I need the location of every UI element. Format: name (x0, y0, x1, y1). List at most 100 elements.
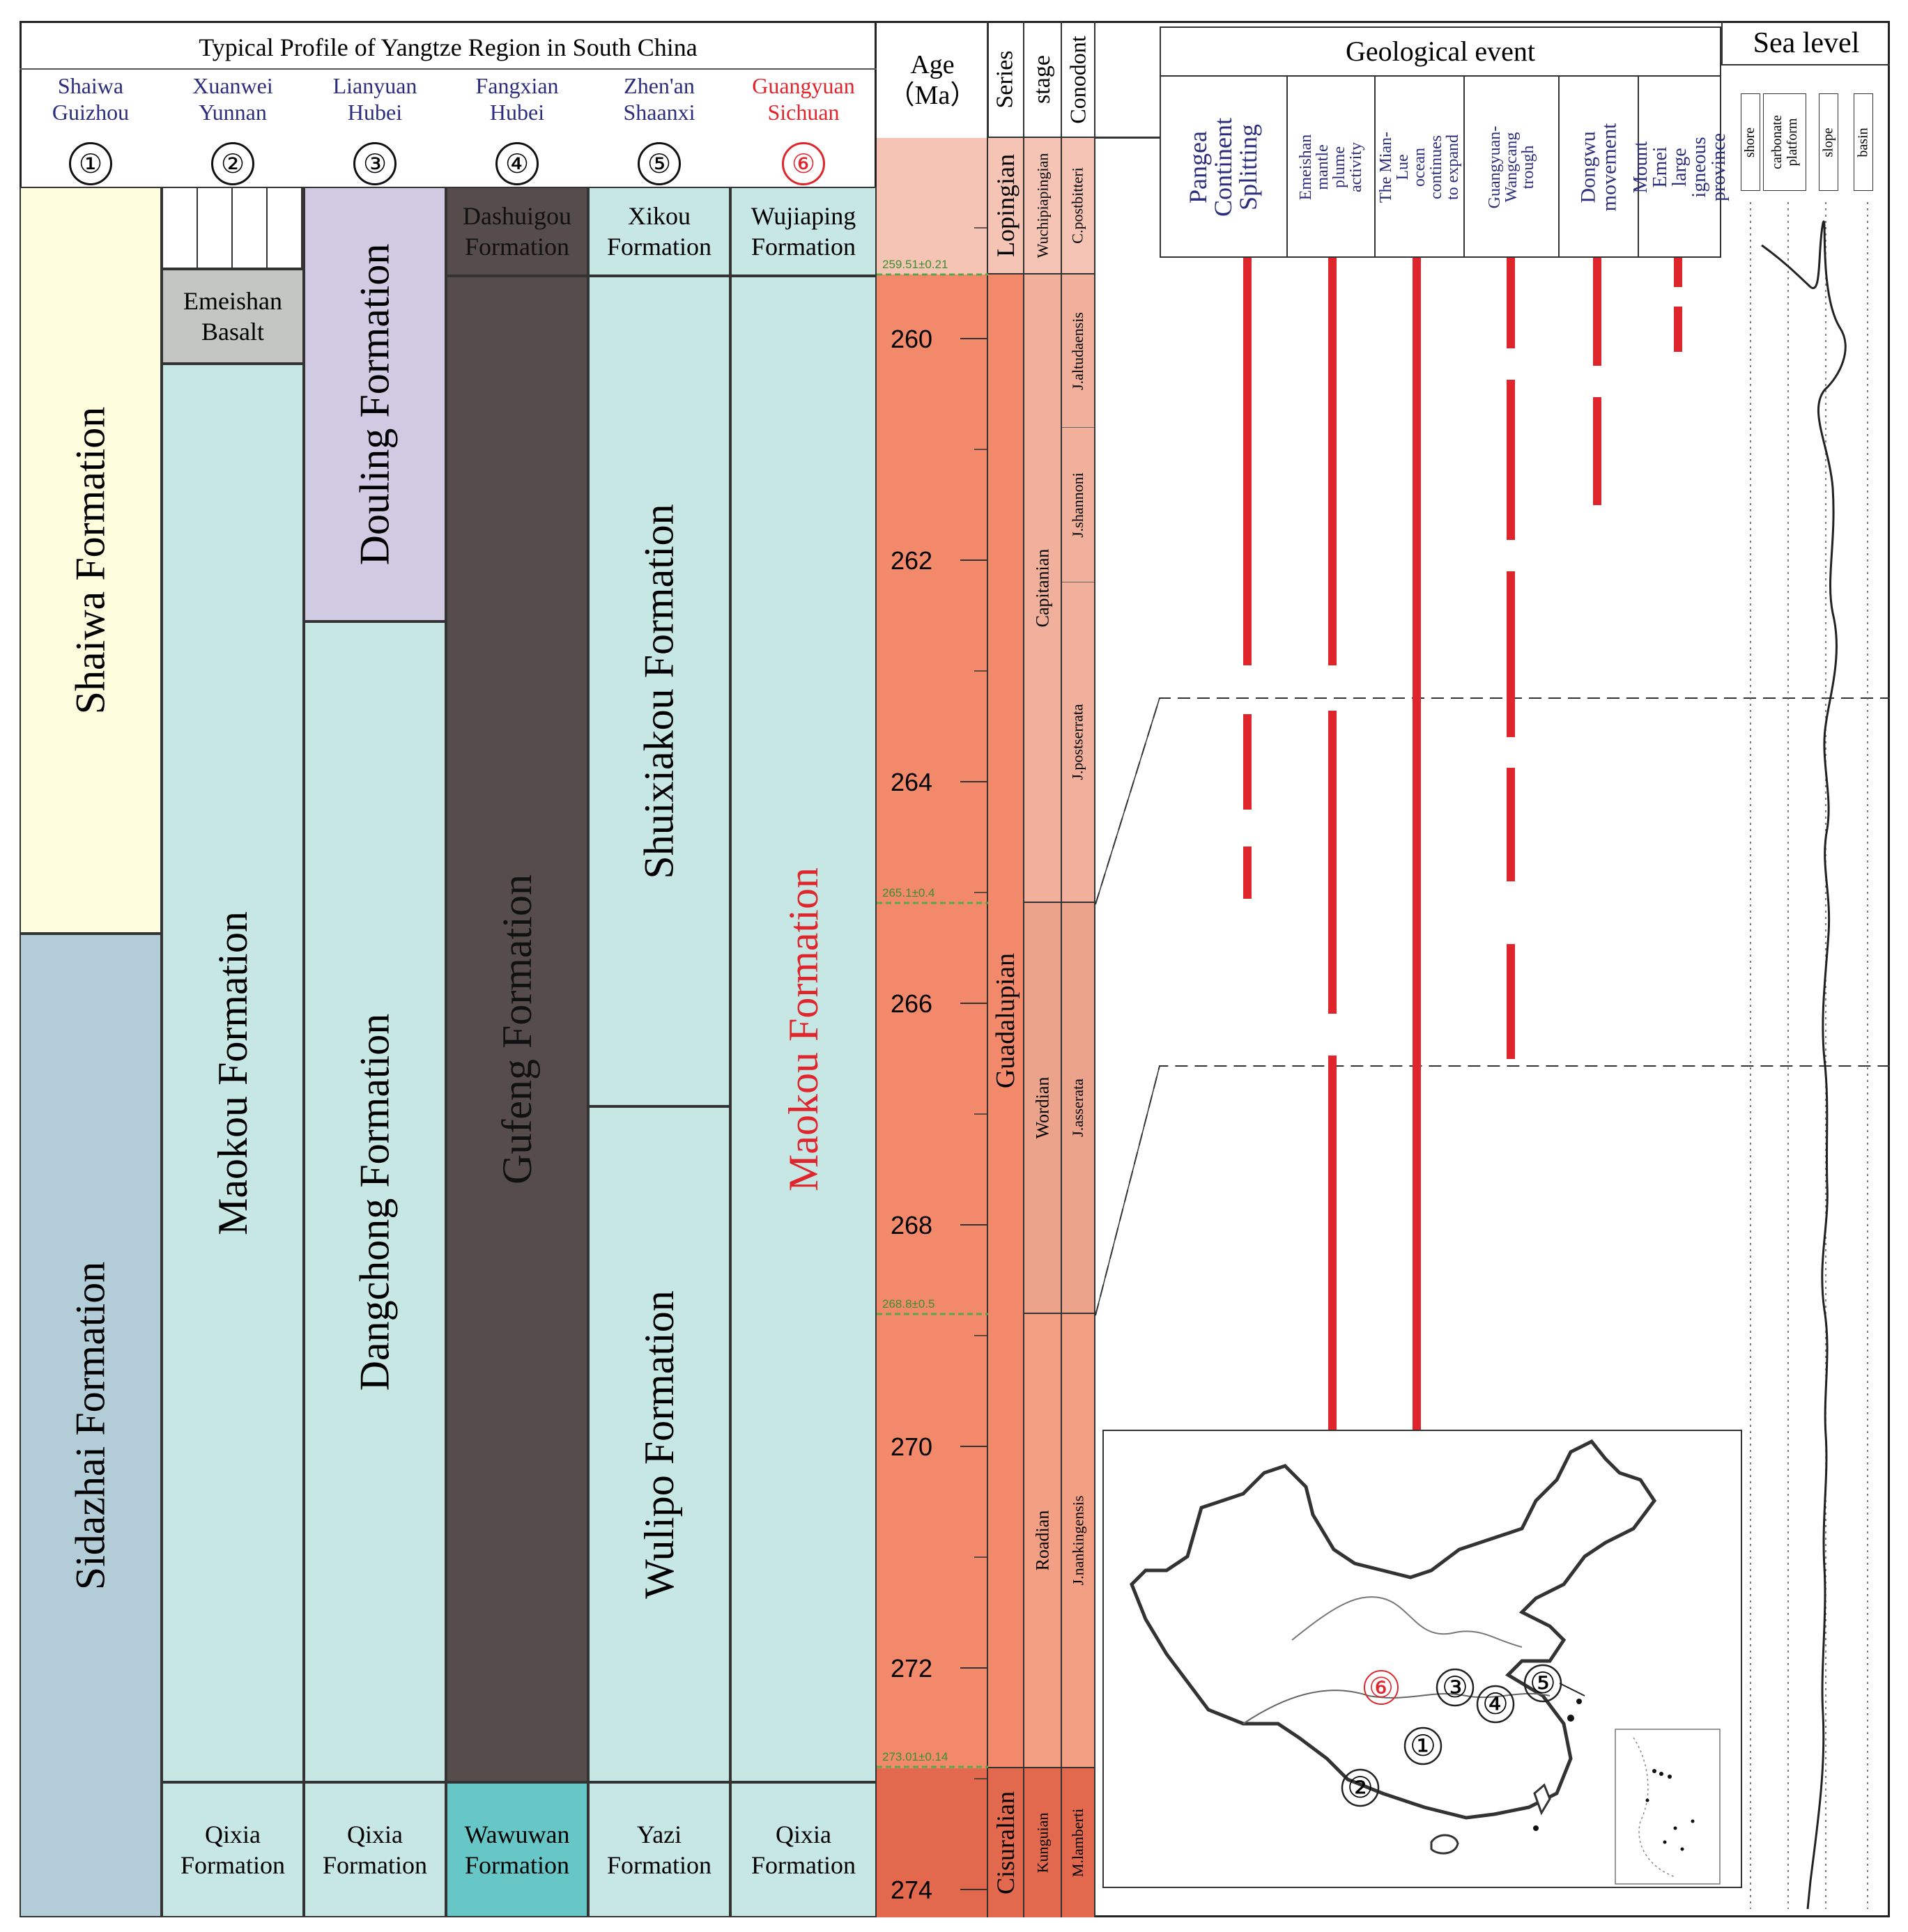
conodont-zone-4: J.postserrata (1062, 582, 1094, 903)
tick-marks (960, 338, 988, 1890)
corr-solid-1 (1095, 697, 1160, 905)
map-marker-4-ring (1476, 1685, 1515, 1724)
sea-level-header-box (1721, 21, 1890, 65)
chrono-divider-3 (1094, 21, 1095, 1917)
dated-boundary-1: 259.51±0.21 (882, 258, 948, 271)
sea-level-curve (1761, 220, 1847, 1910)
col-number-3: ③ (304, 139, 446, 188)
loc-guangyuan: Guangyuan Sichuan (752, 73, 855, 125)
dated-boundary-4: 273.01±0.14 (882, 1750, 948, 1763)
loc-lianyuan: Lianyuan Hubei (332, 73, 417, 125)
loc-fangxian: Fangxian Hubei (475, 73, 559, 125)
age-ticks (877, 227, 988, 1890)
boundary-dashes (877, 273, 988, 1768)
sea-label-shore: shore (1741, 93, 1760, 191)
formation-maokou-6: Maokou Formation (730, 276, 877, 1782)
south-sea-inset (1615, 1729, 1721, 1885)
map-marker-3-ring (1436, 1668, 1475, 1707)
age-tick-264: 264 (891, 768, 933, 796)
formation-wulipo: Wulipo Formation (588, 1106, 730, 1782)
age-band-upper (877, 138, 988, 275)
conodont-zone-3: J.shannoni (1062, 428, 1094, 582)
corr-solid-2 (1095, 1065, 1160, 1316)
formation-qixia-6: Qixia Formation (730, 1782, 877, 1917)
event-col-divider-5 (1638, 77, 1639, 258)
conodont-zone-2: J.altudaensis (1062, 275, 1094, 428)
col-number-4: ④ (446, 139, 588, 188)
south-sea-islands (1645, 1769, 1695, 1851)
age-tick-270: 270 (891, 1432, 933, 1461)
formation-gufeng: Gufeng Formation (446, 276, 588, 1782)
age-tick-260: 260 (891, 325, 933, 353)
china-outline (1130, 1439, 1657, 1820)
col-number-1: ① (20, 139, 162, 188)
loc-shaiwa: Shaiwa Guizhou (52, 73, 130, 125)
conodont-zone-1: C.postbitteri (1062, 138, 1094, 275)
map-marker-2-ring (1341, 1768, 1380, 1807)
formation-douling: Douling Formation (304, 187, 446, 621)
hainan-island (1430, 1834, 1459, 1855)
map-marker-1: ① (1410, 1731, 1436, 1763)
age-tick-272: 272 (891, 1654, 933, 1683)
age-band-lower (877, 1768, 988, 1917)
sea-label-carbonate: carbonate platform (1763, 93, 1806, 191)
map-marker-1-ring (1403, 1726, 1442, 1765)
map-marker-6: ⑥ (1369, 1671, 1394, 1703)
col-number-5: ⑤ (588, 139, 730, 188)
chrono-divider-1 (1023, 21, 1024, 1917)
age-header: Age （Ma） (888, 50, 977, 110)
stage-roadian: Roadian (1024, 1314, 1061, 1768)
taiwan-island (1533, 1783, 1551, 1816)
china-map-outline (1130, 1439, 1721, 1885)
age-header-frame (877, 21, 988, 138)
formation-emeishan-basalt: Emeishan Basalt (162, 269, 304, 364)
formation-qixia-2: Qixia Formation (162, 1782, 304, 1917)
sea-label-slope: slope (1819, 93, 1838, 191)
yangtze-river (1242, 1690, 1551, 1724)
right-panel-frame (1095, 21, 1890, 1917)
map-marker-5: ⑤ (1530, 1668, 1556, 1700)
series-lopingian: Lopingian (988, 138, 1023, 275)
chrono-divider-2 (1061, 21, 1062, 1917)
event-bars (1243, 258, 1682, 1432)
stage-capitanian: Capitanian (1024, 275, 1061, 903)
sea-label-basin: basin (1854, 93, 1873, 191)
formation-dangchong: Dangchong Formation (304, 621, 446, 1782)
nine-dash-line (1633, 1737, 1676, 1878)
age-border-right (987, 21, 989, 1917)
hatched-gap (162, 187, 304, 269)
island-dot-1 (1567, 1715, 1574, 1722)
profile-title: Typical Profile of Yangtze Region in Sou… (199, 33, 698, 61)
dated-boundary-2: 265.1±0.4 (882, 886, 935, 899)
conodont-zone-7: M.lamberti (1062, 1768, 1094, 1917)
event-col-divider-1 (1286, 77, 1288, 258)
yellow-river (1291, 1596, 1523, 1648)
event-header: Geological event (1160, 26, 1721, 77)
formation-wawuwan: Wawuwan Formation (446, 1782, 588, 1917)
col-number-2: ② (162, 139, 304, 188)
series-guadalupian: Guadalupian (988, 275, 1023, 1768)
map-marker-6-ring (1364, 1670, 1399, 1705)
map-marker-2: ② (1347, 1772, 1374, 1805)
loc-zhenan: Zhen'an Shaanxi (623, 73, 695, 125)
age-tick-262: 262 (891, 546, 933, 575)
event-header-box (1160, 26, 1721, 258)
formation-wujiaping: Wujiaping Formation (730, 187, 877, 276)
event-col-divider-2 (1374, 77, 1376, 258)
conodont-zone-5: J.asserata (1062, 903, 1094, 1314)
dated-boundary-3: 268.8±0.5 (882, 1297, 935, 1311)
map-marker-4: ④ (1482, 1689, 1509, 1721)
formation-xikou: Xikou Formation (588, 187, 730, 276)
formation-shaiwa: Shaiwa Formation (20, 187, 162, 934)
age-tick-274: 274 (891, 1876, 933, 1904)
formation-sidazhai: Sidazhai Formation (20, 934, 162, 1917)
correlation-lines (1095, 697, 1890, 1316)
island-dot-3 (1533, 1825, 1539, 1831)
chrono-header-frame (988, 21, 1095, 138)
formation-maokou-2: Maokou Formation (162, 364, 304, 1782)
series-cisuralian: Cisuralian (988, 1768, 1023, 1917)
age-tick-266: 266 (891, 989, 933, 1018)
china-map-inset: ⑥ ③ ④ ⑤ ① ② (1102, 1430, 1742, 1888)
